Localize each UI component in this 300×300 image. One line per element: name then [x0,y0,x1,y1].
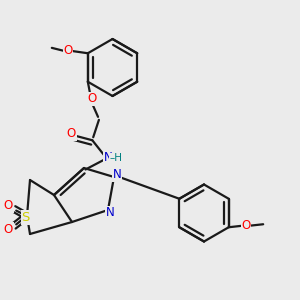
Text: O: O [87,92,96,105]
Text: N: N [112,168,122,181]
Text: S: S [21,211,30,224]
Text: N: N [106,206,115,220]
Text: O: O [67,128,76,140]
Text: O: O [241,219,250,232]
Text: O: O [63,44,73,57]
Text: O: O [4,223,13,236]
Text: –H: –H [109,153,122,163]
Text: O: O [4,199,13,212]
Text: N: N [103,151,112,164]
